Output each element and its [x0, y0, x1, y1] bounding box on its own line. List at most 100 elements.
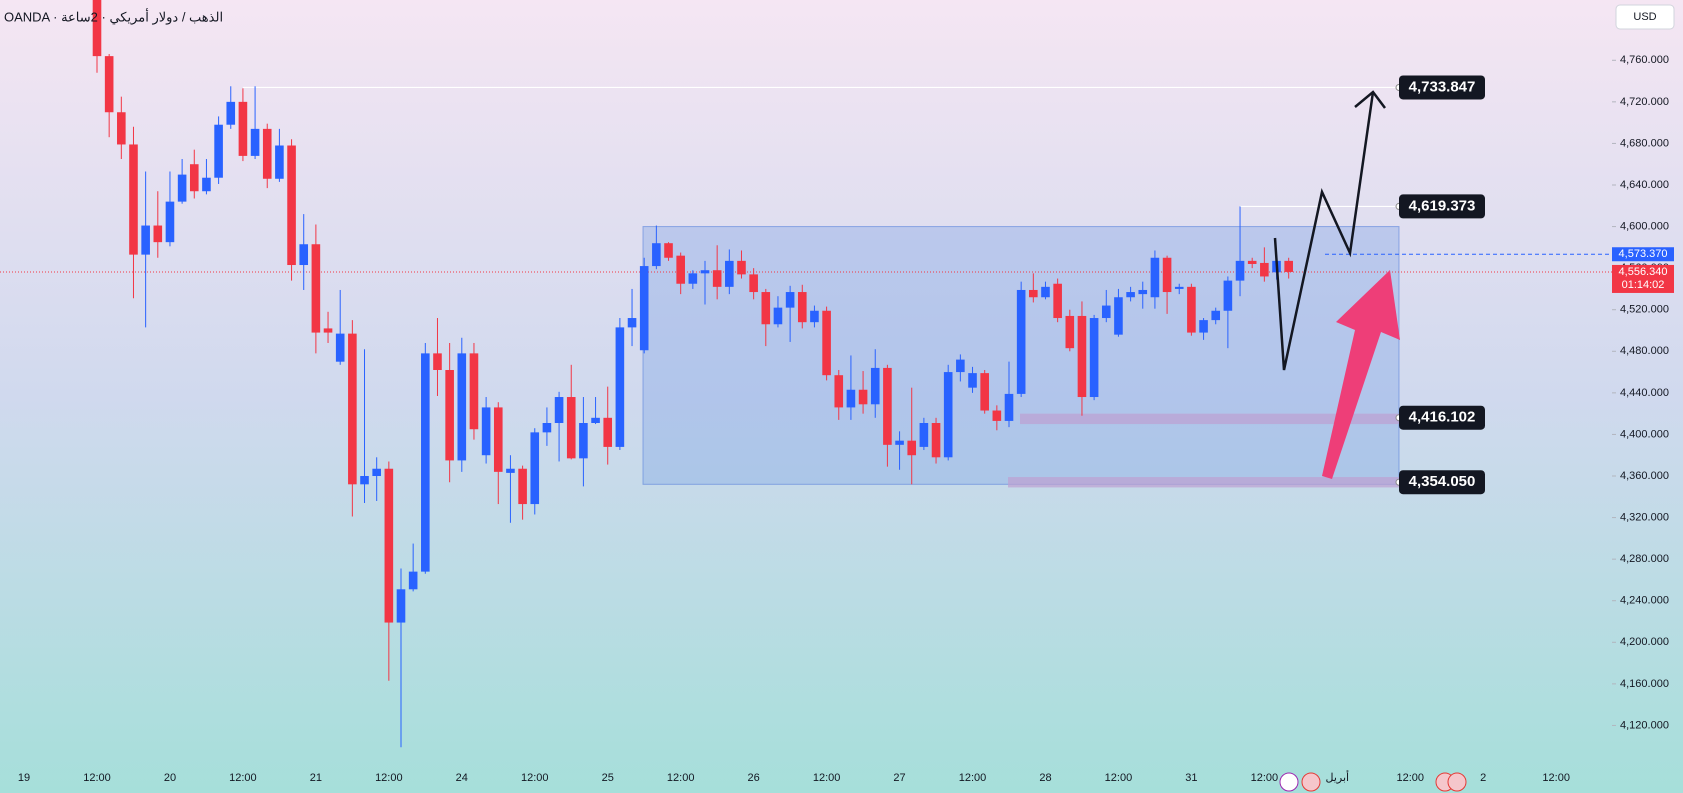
level-label-box — [1399, 470, 1485, 495]
candle-body — [1077, 315, 1087, 398]
candle-body — [202, 177, 211, 192]
zone — [1020, 413, 1399, 425]
x-tick-label: 12:00 — [1397, 772, 1425, 784]
y-tick-label: 4,200.000 — [1620, 636, 1669, 648]
x-tick-label: 21 — [310, 772, 322, 784]
drawings — [1273, 90, 1400, 479]
x-tick-label: 12:00 — [521, 772, 549, 784]
x-tick-label: 28 — [1039, 772, 1051, 784]
x-tick-label: 27 — [893, 772, 905, 784]
candle-body — [275, 145, 284, 179]
currency: USD — [1633, 11, 1656, 23]
event-icon — [1279, 772, 1299, 792]
candle-body — [214, 124, 223, 178]
candle-body — [335, 333, 345, 362]
candle-body — [956, 359, 965, 373]
candle-body — [943, 372, 953, 458]
x-tick-label: 26 — [748, 772, 760, 784]
y-tick-label: 4,640.000 — [1620, 179, 1669, 191]
zone — [1008, 477, 1399, 488]
candle-body — [311, 244, 321, 333]
y-tick-label: 4,360.000 — [1620, 470, 1669, 482]
candle-body — [384, 468, 394, 623]
projection-arrowhead — [1354, 90, 1386, 109]
y-tick-label: 4,400.000 — [1620, 428, 1669, 440]
candle-body — [980, 373, 989, 411]
candle-body — [1029, 289, 1038, 298]
candle-body — [1053, 283, 1062, 319]
candle-body — [226, 101, 236, 125]
x-tick-label: 12:00 — [83, 772, 111, 784]
x-tick-label: 12:00 — [1105, 772, 1133, 784]
x-tick-label: أبريل — [1326, 770, 1350, 784]
candle-body — [603, 417, 613, 447]
candle-body — [615, 327, 625, 447]
candle-body — [566, 397, 576, 459]
candle-body — [992, 410, 1002, 421]
candle-body — [688, 273, 698, 284]
candle-body — [1211, 310, 1221, 321]
y-tick-label: 4,280.000 — [1620, 553, 1669, 565]
candle-body — [421, 353, 430, 572]
candle-body — [846, 389, 856, 408]
candles — [92, 0, 1293, 748]
level-label-box — [1399, 194, 1485, 219]
countdown: 01:14:02 — [1622, 279, 1665, 291]
candle-body — [372, 468, 381, 477]
candle-body — [189, 164, 199, 192]
candle-body — [712, 270, 722, 287]
y-tick-label: 4,440.000 — [1620, 387, 1669, 399]
candle-body — [554, 397, 564, 424]
chart-title: OANDA · الذهب / دولار أمريكي · 2ساعة — [4, 8, 223, 25]
candle-body — [408, 571, 418, 590]
candle-body — [870, 367, 880, 405]
candle-body — [542, 423, 552, 433]
candle-body — [129, 144, 138, 255]
bid-tag — [1612, 247, 1674, 262]
candle-body — [165, 201, 175, 243]
y-tick-label: 4,120.000 — [1620, 719, 1669, 731]
candle-body — [968, 373, 977, 388]
candle-body — [177, 174, 187, 202]
candle-body — [797, 292, 807, 323]
x-tick-label: 2 — [1480, 772, 1486, 784]
candle-body — [895, 440, 904, 445]
candle-body — [1101, 305, 1111, 319]
y-tick-label: 4,760.000 — [1620, 54, 1669, 66]
level-label: 4,354.050 — [1409, 473, 1476, 490]
candle-body — [749, 274, 758, 293]
candle-body — [1260, 262, 1269, 277]
candle-body — [931, 423, 941, 458]
candle-body — [591, 417, 600, 424]
x-tick-label: 24 — [456, 772, 468, 784]
level-label: 4,733.847 — [1409, 78, 1476, 95]
x-tick-label: 12:00 — [813, 772, 841, 784]
candle-body — [1235, 260, 1245, 281]
candle-body — [1016, 289, 1026, 394]
candle-body — [104, 56, 114, 113]
x-tick-label: 20 — [164, 772, 176, 784]
candle-body — [652, 243, 661, 267]
last-price-label: 4,556.340 — [1619, 266, 1668, 278]
x-tick-label: 12:00 — [1542, 772, 1570, 784]
candle-body — [700, 270, 710, 274]
candle-body — [299, 244, 309, 266]
candle-body — [579, 423, 588, 459]
bid-label: 4,573.370 — [1619, 248, 1668, 260]
y-tick-label: 4,720.000 — [1620, 96, 1669, 108]
x-tick-label: 12:00 — [375, 772, 403, 784]
x-tick-label: 12:00 — [1251, 772, 1279, 784]
candle-body — [883, 367, 892, 445]
candle-body — [664, 243, 673, 258]
projection-path — [1273, 91, 1375, 371]
candle-body — [1199, 320, 1208, 333]
currency-box[interactable] — [1615, 4, 1675, 30]
y-tick-label: 4,600.000 — [1620, 220, 1669, 232]
level-label: 4,416.102 — [1409, 409, 1476, 426]
x-tick-label: 25 — [602, 772, 614, 784]
x-tick-label: 31 — [1185, 772, 1197, 784]
candle-body — [761, 292, 771, 325]
candle-body — [858, 389, 868, 405]
candle-body — [773, 307, 783, 325]
